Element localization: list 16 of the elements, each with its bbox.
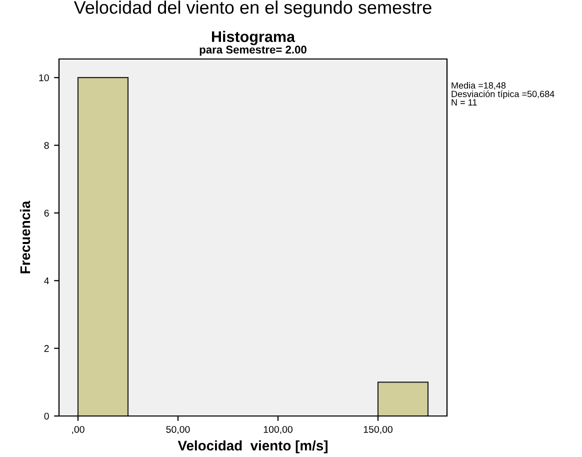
y-axis-title: Frecuencia (20, 200, 30, 274)
x-tick-label: 50,00 (166, 426, 190, 434)
y-tick-label: 2 (44, 345, 49, 352)
x-tick-label: ,00 (72, 426, 84, 434)
y-tick-label: 8 (44, 142, 49, 149)
chart-subtitle: para Semestre= 2.00 (200, 46, 306, 56)
x-tick-label: 150,00 (364, 426, 392, 434)
text: Velocidad del viento en el segundo semestre (74, 0, 432, 18)
y-tick-label: 10 (39, 74, 49, 82)
x-tick-label: 100,00 (264, 426, 292, 434)
text: Media =18,48 Desviación típica =50,684 N = 11 (452, 82, 554, 106)
y-tick-label: 4 (44, 277, 49, 284)
chart-title: Histograma (212, 30, 296, 46)
y-tick-label: 6 (44, 210, 49, 217)
x-axis-title: Velocidad viento [m/s] (178, 440, 328, 454)
y-tick-label: 0 (44, 412, 49, 420)
